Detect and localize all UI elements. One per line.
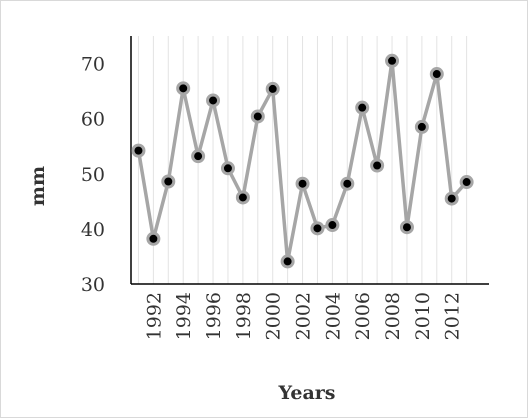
data-point <box>146 231 161 246</box>
data-point <box>325 218 340 233</box>
data-point <box>370 158 385 173</box>
data-point <box>385 53 400 68</box>
data-point <box>340 176 355 191</box>
series-group <box>131 53 474 269</box>
y-tick-labels: 30 40 50 60 70 <box>81 54 105 296</box>
data-point <box>220 161 235 176</box>
x-tick-label: 2006 <box>352 292 374 340</box>
y-tick-label: 60 <box>81 109 105 131</box>
x-tick-label: 2004 <box>322 292 344 340</box>
data-point <box>414 119 429 134</box>
data-point <box>206 93 221 108</box>
data-point <box>131 143 146 158</box>
x-tick-label: 2008 <box>382 292 404 340</box>
y-tick-label: 30 <box>81 274 105 296</box>
data-point <box>310 221 325 236</box>
x-tick-label: 1996 <box>203 292 225 340</box>
x-tick-label: 2000 <box>263 292 285 340</box>
x-tick-label: 2002 <box>293 292 315 340</box>
x-tick-label: 1994 <box>173 292 195 340</box>
x-tick-labels: 1992 1994 1996 1998 2000 2002 2004 2006 2008 2010… <box>143 292 463 340</box>
y-tick-label: 40 <box>81 219 105 241</box>
y-axis-title: mm <box>27 166 49 206</box>
data-point <box>355 100 370 115</box>
y-tick-label: 50 <box>81 164 105 186</box>
x-axis-title: Years <box>277 382 335 404</box>
x-tick-label: 1998 <box>233 292 255 340</box>
data-point <box>265 81 280 96</box>
data-point <box>459 175 474 190</box>
data-point <box>191 149 206 164</box>
data-point <box>295 176 310 191</box>
data-point <box>280 254 295 269</box>
data-point <box>399 220 414 235</box>
x-tick-label: 2010 <box>412 292 434 340</box>
data-point <box>429 67 444 82</box>
x-tick-label: 1992 <box>143 292 165 340</box>
data-point <box>235 190 250 205</box>
axes <box>130 36 489 285</box>
data-point <box>444 191 459 206</box>
y-tick-label: 70 <box>81 54 105 76</box>
data-point <box>161 174 176 189</box>
data-point <box>250 109 265 124</box>
x-tick-label: 2012 <box>442 292 464 340</box>
data-point <box>176 81 191 96</box>
